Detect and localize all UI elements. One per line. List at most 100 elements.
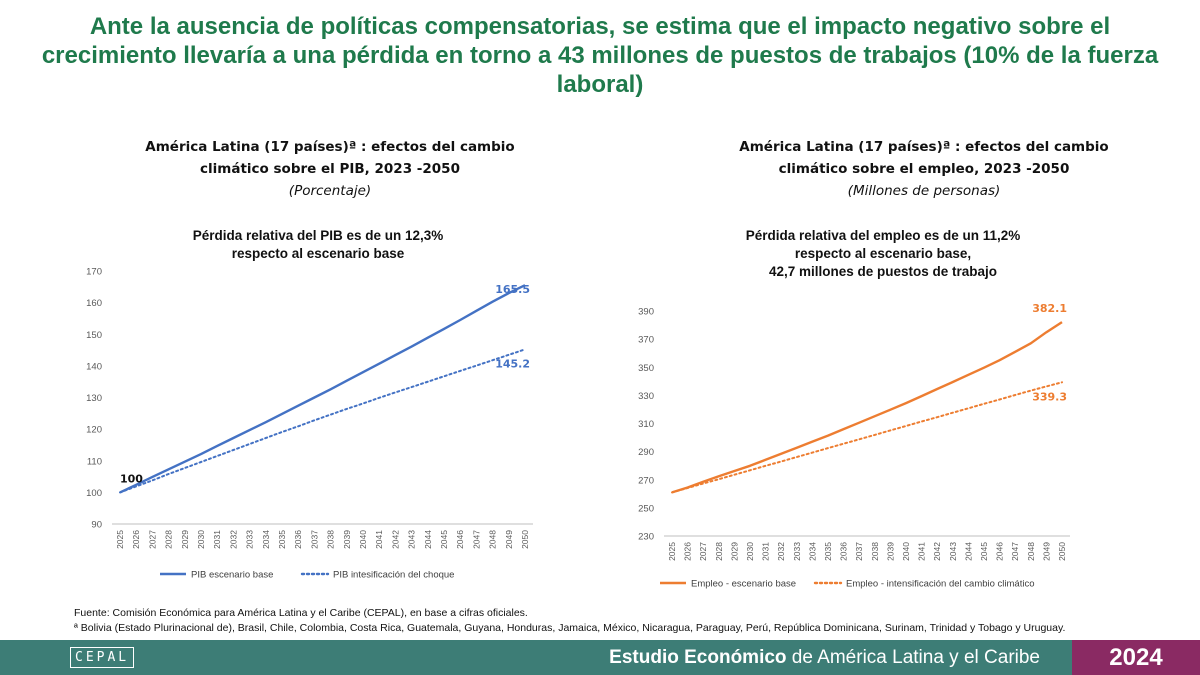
series-line-base (119, 284, 526, 494)
x-tick-label: 2048 (488, 530, 498, 549)
x-tick-label: 2039 (342, 530, 352, 549)
left-unit: (Porcentaje) (288, 183, 372, 199)
y-tick-label: 120 (86, 425, 102, 436)
legend-label: Empleo - escenario base (691, 579, 796, 590)
x-tick-label: 2033 (792, 542, 802, 561)
data-label: 165.5 (495, 283, 530, 296)
left-panel-title: América Latina (17 países)ª : efectos de… (130, 136, 530, 202)
y-tick-label: 250 (638, 503, 654, 514)
y-tick-label: 370 (638, 335, 654, 346)
x-tick-label: 2038 (870, 542, 880, 561)
y-tick-label: 390 (638, 307, 654, 318)
x-tick-label: 2032 (228, 530, 238, 549)
x-tick-label: 2050 (1057, 542, 1067, 561)
series-line-shock (119, 348, 526, 494)
publication-year: 2024 (1072, 640, 1200, 675)
x-tick-label: 2026 (131, 530, 141, 549)
y-tick-label: 270 (638, 475, 654, 486)
x-tick-label: 2043 (948, 542, 958, 561)
right-subtitle-line3: 42,7 millones de puestos de trabajo (768, 264, 998, 279)
right-subtitle-line1: Pérdida relativa del empleo es de un 11,… (745, 228, 1021, 243)
left-title-line2: climático sobre el PIB, 2023 -2050 (200, 161, 460, 177)
right-unit: (Millones de personas) (847, 183, 1001, 199)
x-tick-label: 2044 (423, 530, 433, 549)
data-label: 100 (120, 472, 143, 485)
x-tick-label: 2034 (261, 530, 271, 549)
gdp-chart: 90 100 110 120 130 140 150 160 170 2025 2026 2027 20… (86, 267, 533, 581)
y-tick-label: 350 (638, 363, 654, 374)
x-tick-label: 2045 (439, 530, 449, 549)
x-tick-label: 2031 (761, 542, 771, 561)
x-tick-label: 2039 (885, 542, 895, 561)
legend-label: PIB intesificación del choque (333, 570, 454, 581)
y-tick-label: 100 (86, 488, 102, 499)
right-title-line2: climático sobre el empleo, 2023 -2050 (778, 161, 1070, 177)
right-title-line1: América Latina (17 países)ª : efectos de… (739, 139, 1109, 155)
x-tick-label: 2033 (245, 530, 255, 549)
legend-label: Empleo - intensificación del cambio clim… (846, 579, 1035, 590)
y-tick-label: 330 (638, 391, 654, 402)
x-tick-label: 2038 (326, 530, 336, 549)
x-tick-label: 2031 (212, 530, 222, 549)
countries-footnote: ª Bolivia (Estado Plurinacional de), Bra… (74, 622, 1066, 634)
y-tick-label: 170 (86, 267, 102, 278)
x-tick-label: 2035 (823, 542, 833, 561)
left-panel-subtitle: Pérdida relativa del PIB es de un 12,3% … (118, 227, 518, 263)
y-tick-label: 160 (86, 298, 102, 309)
x-tick-label: 2045 (979, 542, 989, 561)
x-tick-label: 2037 (309, 530, 319, 549)
source-line: Fuente: Comisión Económica para América … (74, 607, 528, 619)
publication-title: Estudio Económico de América Latina y el… (609, 646, 1040, 670)
x-tick-label: 2047 (471, 530, 481, 549)
y-tick-label: 150 (86, 330, 102, 341)
y-tick-label: 110 (87, 456, 102, 467)
y-tick-label: 130 (86, 393, 102, 404)
x-tick-label: 2027 (698, 542, 708, 561)
x-tick-label: 2041 (374, 530, 384, 549)
left-subtitle-line1: Pérdida relativa del PIB es de un 12,3% (192, 228, 444, 243)
legend-label: PIB escenario base (191, 570, 273, 581)
x-tick-label: 2032 (776, 542, 786, 561)
data-label: 382.1 (1032, 302, 1067, 315)
y-tick-label: 310 (638, 419, 654, 430)
x-tick-label: 2025 (115, 530, 125, 549)
x-tick-label: 2034 (807, 542, 817, 561)
x-tick-label: 2044 (963, 542, 973, 561)
right-panel-title: América Latina (17 países)ª : efectos de… (724, 136, 1124, 202)
x-tick-label: 2043 (407, 530, 417, 549)
employment-chart: 230 250 270 290 310 330 350 370 390 2025 2026 2027 2… (638, 302, 1070, 590)
footer-bar: CEPAL Estudio Económico de América Latin… (0, 640, 1200, 675)
right-subtitle-line2: respecto al escenario base, (794, 246, 972, 261)
x-tick-label: 2029 (729, 542, 739, 561)
publication-title-bold: Estudio Económico (609, 647, 787, 668)
x-tick-label: 2042 (390, 530, 400, 549)
x-tick-label: 2040 (358, 530, 368, 549)
series-line-base (671, 321, 1063, 494)
x-tick-label: 2030 (745, 542, 755, 561)
x-tick-label: 2046 (995, 542, 1005, 561)
y-tick-label: 230 (638, 532, 654, 543)
y-tick-label: 290 (638, 447, 654, 458)
x-tick-label: 2028 (164, 530, 174, 549)
x-tick-label: 2049 (504, 530, 514, 549)
publication-title-rest: de América Latina y el Caribe (786, 647, 1040, 668)
x-tick-label: 2025 (667, 542, 677, 561)
x-tick-label: 2037 (854, 542, 864, 561)
x-tick-label: 2047 (1010, 542, 1020, 561)
x-tick-label: 2049 (1041, 542, 1051, 561)
y-tick-label: 90 (91, 520, 102, 531)
y-tick-label: 140 (86, 361, 102, 372)
right-panel-subtitle: Pérdida relativa del empleo es de un 11,… (683, 227, 1083, 281)
x-tick-label: 2030 (196, 530, 206, 549)
x-tick-label: 2046 (455, 530, 465, 549)
data-label: 145.2 (495, 357, 530, 370)
series-line-shock (671, 381, 1063, 494)
x-tick-label: 2048 (1026, 542, 1036, 561)
x-tick-label: 2036 (839, 542, 849, 561)
headline: Ante la ausencia de políticas compensato… (41, 13, 1159, 98)
x-tick-label: 2042 (932, 542, 942, 561)
x-tick-label: 2026 (683, 542, 693, 561)
x-tick-label: 2050 (520, 530, 530, 549)
left-title-line1: América Latina (17 países)ª : efectos de… (145, 139, 515, 155)
x-tick-label: 2028 (714, 542, 724, 561)
